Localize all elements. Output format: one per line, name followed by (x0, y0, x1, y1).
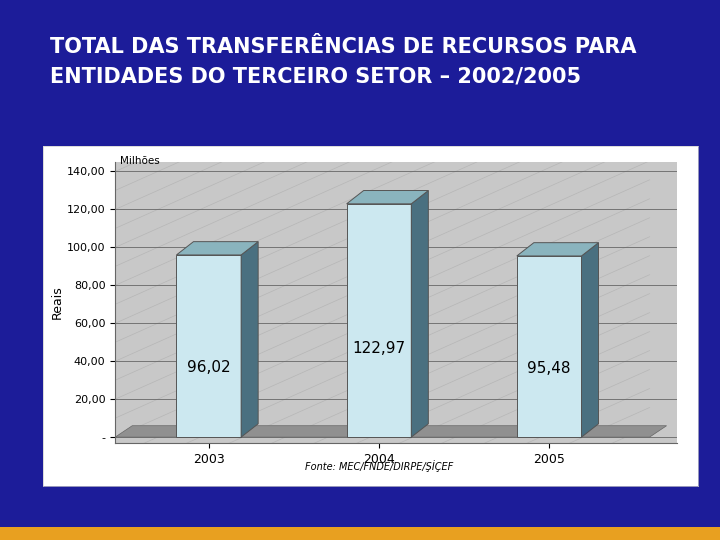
Text: Fonte: MEC/FNDE/DIRPE/ŞİÇEF: Fonte: MEC/FNDE/DIRPE/ŞİÇEF (305, 460, 453, 472)
Polygon shape (411, 191, 428, 437)
Y-axis label: Reais: Reais (51, 286, 64, 319)
Polygon shape (517, 242, 598, 256)
Polygon shape (582, 242, 598, 437)
Bar (346, 204, 411, 437)
Text: Milhões: Milhões (120, 156, 160, 166)
Text: ENTIDADES DO TERCEIRO SETOR – 2002/2005: ENTIDADES DO TERCEIRO SETOR – 2002/2005 (50, 66, 582, 86)
Polygon shape (346, 191, 428, 204)
Bar (517, 256, 582, 437)
Polygon shape (115, 426, 667, 437)
Text: 96,02: 96,02 (187, 360, 230, 375)
Text: TOTAL DAS TRANSFERÊNCIAS DE RECURSOS PARA: TOTAL DAS TRANSFERÊNCIAS DE RECURSOS PAR… (50, 37, 637, 57)
Text: 122,97: 122,97 (352, 341, 405, 356)
Bar (176, 255, 241, 437)
Polygon shape (176, 241, 258, 255)
Text: 95,48: 95,48 (528, 361, 571, 376)
Polygon shape (241, 241, 258, 437)
